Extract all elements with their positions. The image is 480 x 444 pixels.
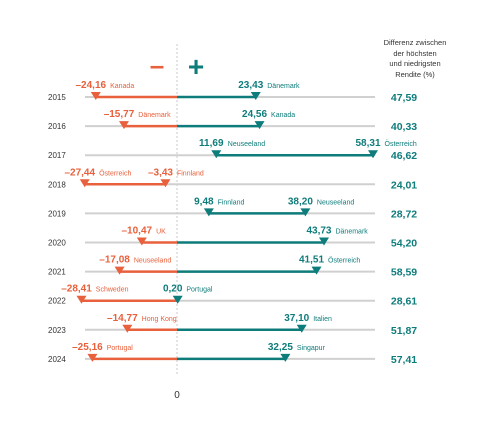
difference-value: 40,33 xyxy=(391,121,417,133)
min-value-label: –27,44 xyxy=(64,167,95,178)
min-country-label: Dänemark xyxy=(138,112,171,119)
max-country-label: Finnland xyxy=(177,170,204,177)
min-value-label: –10,47 xyxy=(122,226,153,237)
max-marker xyxy=(311,266,322,275)
header-line-1: Differenz zwischen xyxy=(383,38,447,47)
min-value-label: –17,08 xyxy=(99,255,130,266)
max-country-label: Dänemark xyxy=(267,83,300,90)
min-country-label: Hong Kong xyxy=(142,316,177,323)
difference-value: 54,20 xyxy=(391,238,417,250)
max-country-label: Dänemark xyxy=(335,229,368,236)
max-value-label: 38,20 xyxy=(288,196,313,207)
year-label: 2021 xyxy=(48,268,66,277)
min-value-label: –15,77 xyxy=(104,109,135,120)
max-country-label: Singapur xyxy=(297,345,326,352)
min-country-label: Neuseeland xyxy=(134,258,171,265)
max-marker xyxy=(250,92,261,100)
difference-value: 51,87 xyxy=(391,325,417,337)
max-value-label: 0,20 xyxy=(163,284,183,295)
max-marker xyxy=(160,179,171,188)
min-marker xyxy=(203,208,214,217)
min-country-label: Finnland xyxy=(218,199,245,206)
max-marker xyxy=(254,121,265,130)
max-marker xyxy=(296,324,307,333)
min-value-label: –25,16 xyxy=(72,342,103,353)
min-marker xyxy=(79,179,90,188)
year-label: 2019 xyxy=(48,209,66,218)
plus-sign: + xyxy=(188,51,204,82)
difference-column-header: Differenz zwischen der höchsten und nied… xyxy=(356,38,474,80)
difference-value: 47,59 xyxy=(391,92,417,104)
max-country-label: Portugal xyxy=(186,287,213,294)
max-marker xyxy=(300,208,311,217)
min-marker xyxy=(76,295,87,304)
minus-sign: – xyxy=(150,50,164,80)
min-value-label: –14,77 xyxy=(107,313,138,324)
header-line-3: und niedrigsten xyxy=(389,59,441,68)
max-country-label: Kanada xyxy=(271,112,295,119)
header-line-2: der höchsten xyxy=(393,48,437,58)
max-value-label: 37,10 xyxy=(284,313,309,324)
max-country-label: Österreich xyxy=(328,257,360,265)
max-value-label: –3,43 xyxy=(148,167,173,178)
year-label: 2017 xyxy=(48,151,66,160)
min-marker xyxy=(90,92,101,100)
max-value-label: 43,73 xyxy=(306,226,331,237)
year-label: 2015 xyxy=(48,93,66,102)
max-value-label: 23,43 xyxy=(238,80,263,91)
max-marker xyxy=(368,150,378,159)
max-marker xyxy=(318,237,329,246)
year-label: 2024 xyxy=(48,355,66,364)
min-value-label: –24,16 xyxy=(75,80,106,91)
min-value-label: –28,41 xyxy=(61,284,92,295)
max-value-label: 32,25 xyxy=(268,342,293,353)
min-marker xyxy=(87,353,98,362)
year-label: 2023 xyxy=(48,326,66,335)
min-value-label: 9,48 xyxy=(194,196,214,207)
difference-value: 46,62 xyxy=(391,150,417,162)
difference-value: 57,41 xyxy=(391,354,417,366)
min-country-label: Portugal xyxy=(107,345,134,352)
difference-value: 28,61 xyxy=(391,296,417,308)
difference-value: 28,72 xyxy=(391,208,417,220)
min-country-label: Neuseeland xyxy=(228,141,265,148)
difference-value: 24,01 xyxy=(391,179,417,191)
min-country-label: Kanada xyxy=(110,83,134,90)
year-label: 2018 xyxy=(48,180,66,189)
max-country-label: Österreich xyxy=(385,140,417,148)
min-marker xyxy=(136,237,147,246)
year-label: 2020 xyxy=(48,239,66,248)
min-marker xyxy=(114,266,125,275)
zero-tick-label: 0 xyxy=(174,390,180,401)
min-marker xyxy=(118,121,129,130)
max-value-label: 41,51 xyxy=(299,255,324,266)
header-line-4: Rendite (%) xyxy=(395,69,435,79)
year-label: 2016 xyxy=(48,122,66,131)
max-marker xyxy=(280,353,291,362)
max-marker xyxy=(172,295,183,304)
min-marker xyxy=(122,324,133,333)
min-country-label: Österreich xyxy=(99,169,131,177)
year-label: 2022 xyxy=(48,297,66,306)
min-value-label: 11,69 xyxy=(199,138,224,149)
max-country-label: Italien xyxy=(313,316,332,323)
max-value-label: 58,31 xyxy=(355,138,380,149)
max-value-label: 24,56 xyxy=(242,109,267,120)
min-country-label: UK xyxy=(156,229,166,236)
max-country-label: Neuseeland xyxy=(317,199,354,206)
min-country-label: Schweden xyxy=(96,287,129,294)
difference-value: 58,59 xyxy=(391,267,417,279)
min-marker xyxy=(211,150,222,159)
